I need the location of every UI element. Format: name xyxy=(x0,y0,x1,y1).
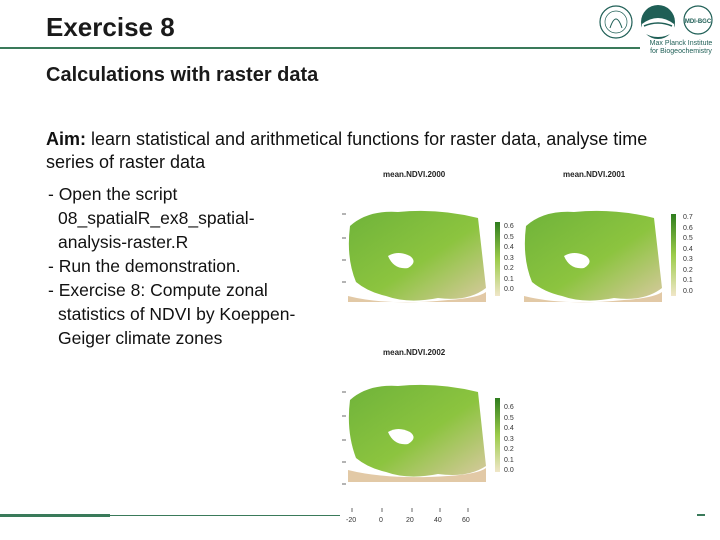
ndvi-maps-figure xyxy=(342,210,676,512)
institute-logos: MDI-BGC xyxy=(599,5,713,39)
map-title: mean.NDVI.2002 xyxy=(383,348,446,357)
legend-label: 0.1 xyxy=(504,456,514,464)
x-tick-label: 20 xyxy=(406,517,414,524)
bullet-list: - Open the script 08_spatialR_ex8_spatia… xyxy=(48,182,318,350)
legend-label: 0.6 xyxy=(504,223,514,230)
x-tick-label: 0 xyxy=(379,517,383,524)
x-tick-label: 60 xyxy=(462,517,470,524)
ndvi-map-2001 xyxy=(524,210,676,303)
mdi-bgc-badge-icon: MDI-BGC xyxy=(683,5,713,35)
legend-label: 0.3 xyxy=(504,435,514,443)
legend-label: 0.0 xyxy=(504,286,514,293)
bullet-item: - Run the demonstration. xyxy=(48,256,241,276)
svg-text:MDI-BGC: MDI-BGC xyxy=(685,19,712,25)
legend-label: 0.5 xyxy=(683,235,693,242)
legend-label: 0.1 xyxy=(683,277,693,284)
aim-paragraph: Aim: learn statistical and arithmetical … xyxy=(46,128,686,174)
legend-label: 0.4 xyxy=(683,245,693,253)
ndvi-map-2002 xyxy=(348,384,500,482)
page-marker xyxy=(697,514,705,516)
legend-label: 0.0 xyxy=(504,467,514,474)
legend-label: 0.5 xyxy=(504,233,514,241)
institute-name: Max Planck Institute for Biogeochemistry xyxy=(642,40,720,56)
legend-labels: 0.6 0.5 0.4 0.3 0.2 0.1 0.0 xyxy=(504,222,514,296)
legend-labels: 0.7 0.6 0.5 0.4 0.3 0.2 0.1 0.0 xyxy=(683,213,693,297)
map-title: mean.NDVI.2000 xyxy=(383,170,446,179)
legend-label: 0.7 xyxy=(683,214,693,221)
footer-rule-thin xyxy=(110,515,340,516)
mpi-logo-icon xyxy=(641,5,675,39)
map-title: mean.NDVI.2001 xyxy=(563,170,626,179)
slide-title: Exercise 8 xyxy=(46,12,175,42)
title-divider xyxy=(0,47,640,49)
aim-label: Aim: xyxy=(46,129,86,149)
legend-label: 0.6 xyxy=(683,224,693,232)
legend-labels: 0.6 0.5 0.4 0.3 0.2 0.1 0.0 xyxy=(504,403,514,477)
legend-label: 0.2 xyxy=(504,265,514,272)
bullet-item: - Exercise 8: Compute zonal statistics o… xyxy=(48,280,296,348)
institute-name-line1: Max Planck Institute xyxy=(649,40,713,47)
legend-label: 0.6 xyxy=(504,404,514,411)
legend-label: 0.2 xyxy=(683,266,693,274)
slide-subtitle: Calculations with raster data xyxy=(46,64,319,86)
x-tick-label: -20 xyxy=(346,517,357,524)
legend-label: 0.1 xyxy=(504,275,514,283)
legend-label: 0.4 xyxy=(504,425,514,432)
bullet-item: - Open the script 08_spatialR_ex8_spatia… xyxy=(48,184,255,252)
legend-label: 0.3 xyxy=(683,256,693,263)
legend-label: 0.4 xyxy=(504,244,514,251)
institute-name-line2: for Biogeochemistry xyxy=(650,48,712,55)
seal-icon xyxy=(599,5,633,39)
x-axis-ticks xyxy=(351,508,469,512)
aim-text: learn statistical and arithmetical funct… xyxy=(46,129,648,172)
footer-rule xyxy=(0,514,110,517)
legend-label: 0.3 xyxy=(504,254,514,262)
legend-label: 0.2 xyxy=(504,446,514,453)
y-axis-ticks xyxy=(342,213,346,485)
legend-label: 0.0 xyxy=(683,287,693,295)
x-tick-label: 40 xyxy=(434,517,442,524)
ndvi-map-2000 xyxy=(348,210,500,303)
legend-label: 0.5 xyxy=(504,414,514,422)
